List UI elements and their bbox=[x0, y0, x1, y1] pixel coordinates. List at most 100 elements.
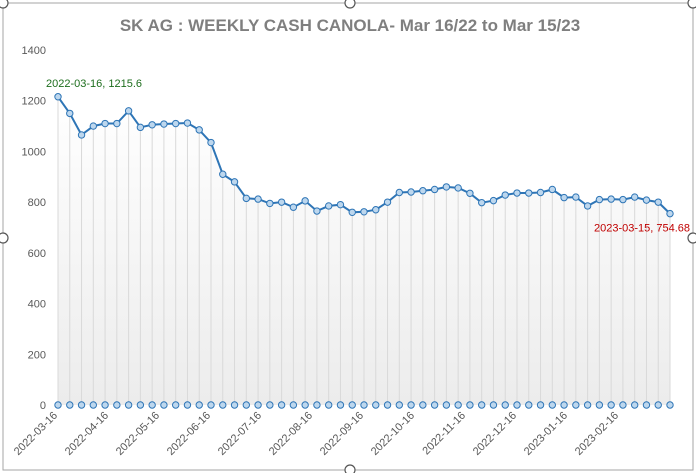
data-point bbox=[583, 202, 592, 210]
data-point bbox=[595, 195, 604, 204]
baseline-point bbox=[630, 401, 639, 409]
baseline-point bbox=[336, 401, 345, 409]
y-tick-label: 1200 bbox=[22, 96, 46, 108]
data-point bbox=[89, 122, 98, 130]
data-point bbox=[525, 189, 533, 197]
resize-handle-top-right[interactable] bbox=[687, 0, 696, 9]
baseline-point bbox=[136, 401, 145, 409]
y-tick-label: 800 bbox=[28, 197, 46, 209]
resize-handle-top-mid[interactable] bbox=[344, 0, 356, 9]
baseline-point bbox=[219, 401, 227, 409]
data-point bbox=[195, 126, 203, 134]
data-point bbox=[124, 107, 133, 115]
data-point bbox=[454, 184, 462, 192]
baseline-point bbox=[348, 401, 356, 409]
baseline-point bbox=[160, 401, 168, 409]
data-point bbox=[254, 195, 262, 203]
baseline-point bbox=[430, 401, 439, 409]
data-point bbox=[513, 189, 521, 197]
data-point bbox=[219, 170, 227, 178]
data-point bbox=[560, 193, 568, 202]
baseline-point bbox=[666, 401, 674, 409]
baseline-point bbox=[619, 401, 627, 409]
baseline-point bbox=[324, 401, 333, 409]
data-point bbox=[572, 193, 580, 201]
data-point bbox=[301, 197, 309, 205]
baseline-point bbox=[466, 401, 474, 409]
data-point bbox=[277, 198, 286, 206]
data-point bbox=[207, 138, 215, 147]
annotation-start: 2022-03-16, 1215.6 bbox=[46, 78, 142, 90]
data-point bbox=[548, 185, 557, 194]
data-point bbox=[66, 109, 74, 118]
baseline-point bbox=[525, 401, 533, 409]
baseline-point bbox=[230, 401, 239, 409]
chart-title: SK AG : WEEKLY CASH CANOLA- Mar 16/22 to… bbox=[120, 16, 580, 35]
baseline-point bbox=[266, 401, 274, 409]
data-point bbox=[148, 121, 156, 129]
data-point bbox=[183, 119, 192, 127]
data-point bbox=[383, 198, 392, 206]
data-point bbox=[489, 196, 498, 205]
resize-handle-top-left[interactable] bbox=[0, 0, 9, 9]
baseline-point bbox=[171, 401, 180, 409]
baseline-point bbox=[289, 401, 298, 409]
baseline-point bbox=[477, 401, 486, 409]
baseline-point bbox=[442, 401, 451, 409]
baseline-point bbox=[383, 401, 392, 409]
data-point bbox=[466, 189, 474, 197]
data-point bbox=[348, 208, 356, 216]
baseline-point bbox=[513, 401, 521, 409]
y-tick-label: 1000 bbox=[22, 146, 46, 158]
data-point bbox=[607, 195, 615, 203]
baseline-point bbox=[454, 401, 462, 409]
baseline-point bbox=[654, 401, 662, 409]
data-point bbox=[266, 199, 274, 208]
data-point bbox=[289, 203, 298, 211]
baseline-point bbox=[360, 401, 368, 409]
data-point bbox=[101, 119, 109, 128]
baseline-point bbox=[89, 401, 98, 409]
baseline-point bbox=[301, 401, 309, 409]
baseline-point bbox=[254, 401, 262, 409]
baseline-point bbox=[124, 401, 133, 409]
baseline-point bbox=[489, 401, 498, 409]
data-point bbox=[324, 202, 333, 210]
data-point bbox=[313, 207, 321, 215]
baseline-point bbox=[313, 401, 321, 409]
baseline-point bbox=[242, 401, 251, 409]
data-point bbox=[372, 206, 380, 214]
resize-handle-mid-right[interactable] bbox=[687, 232, 696, 244]
resize-handle-bottom-mid[interactable] bbox=[344, 464, 356, 473]
baseline-point bbox=[607, 401, 615, 409]
y-tick-label: 400 bbox=[28, 299, 46, 311]
data-point bbox=[336, 200, 345, 209]
baseline-point bbox=[183, 401, 192, 409]
y-tick-label: 600 bbox=[28, 248, 46, 260]
baseline-point bbox=[583, 401, 592, 409]
data-point bbox=[54, 93, 62, 101]
baseline-point bbox=[195, 401, 203, 409]
data-point bbox=[619, 195, 627, 204]
data-point bbox=[242, 194, 251, 203]
baseline-point bbox=[66, 401, 74, 409]
baseline-point bbox=[54, 401, 62, 409]
data-point bbox=[666, 209, 674, 218]
y-tick-label: 200 bbox=[28, 349, 46, 361]
annotation-end: 2023-03-15, 754.68 bbox=[594, 223, 690, 235]
data-point bbox=[430, 185, 439, 194]
baseline-point bbox=[572, 401, 580, 409]
baseline-point bbox=[595, 401, 604, 409]
resize-handle-mid-left[interactable] bbox=[0, 232, 9, 244]
baseline-point bbox=[101, 401, 109, 409]
data-point bbox=[442, 183, 451, 191]
data-point bbox=[77, 131, 86, 139]
baseline-point bbox=[501, 401, 509, 409]
baseline-point bbox=[77, 401, 86, 409]
data-point bbox=[536, 188, 545, 197]
data-point bbox=[419, 187, 427, 195]
data-point bbox=[230, 178, 239, 186]
data-point bbox=[630, 193, 639, 201]
data-point bbox=[501, 191, 509, 199]
